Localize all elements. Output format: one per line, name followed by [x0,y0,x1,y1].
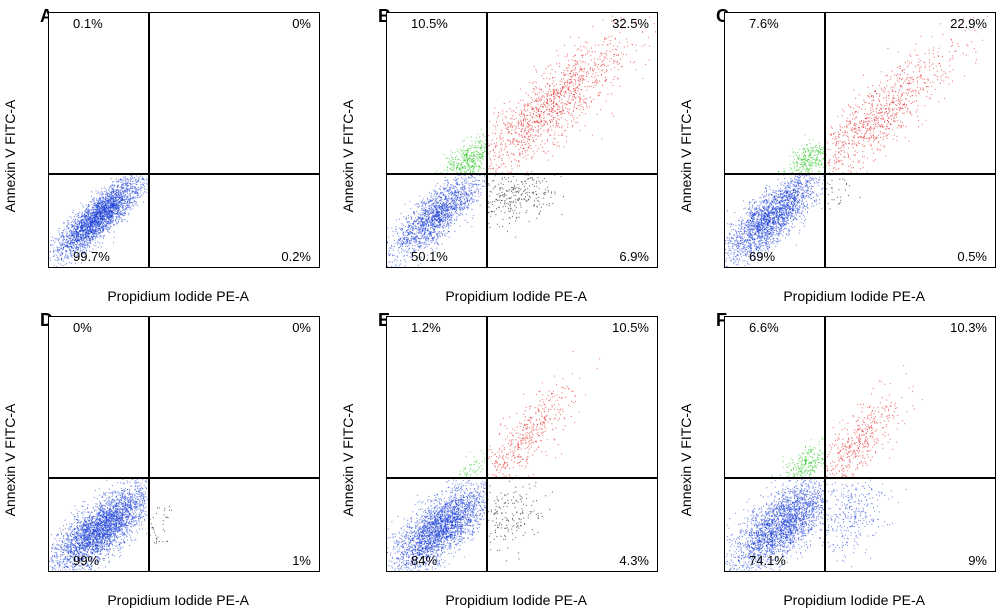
quadrant-pct-q3_lower_left: 50.1% [409,249,450,264]
quadrant-pct-q1_upper_right: 0% [290,16,313,31]
scatter-points-canvas [49,13,319,267]
scatter-points-canvas [49,317,319,571]
panel-F: FAnnexin V FITC-APropidium Iodide PE-A6.… [680,310,1000,610]
panel-D: DAnnexin V FITC-APropidium Iodide PE-A0%… [4,310,324,610]
scatter-plot: 6.6%10.3%74.1%9%102102103103104104105105 [724,316,996,572]
quadrant-hline [725,477,995,479]
quadrant-hline [49,173,319,175]
quadrant-pct-q4_lower_right: 6.9% [617,249,651,264]
quadrant-pct-q2_upper_left: 0.1% [71,16,105,31]
panel-E: EAnnexin V FITC-APropidium Iodide PE-A1.… [342,310,662,610]
scatter-plot: 1.2%10.5%84%4.3%102102103103104104105105 [386,316,658,572]
quadrant-pct-q3_lower_left: 99.7% [71,249,112,264]
scatter-points-canvas [725,13,995,267]
quadrant-pct-q3_lower_left: 69% [747,249,777,264]
y-axis-label: Annexin V FITC-A [2,404,18,517]
y-axis-label: Annexin V FITC-A [2,100,18,213]
quadrant-pct-q3_lower_left: 99% [71,553,101,568]
quadrant-pct-q2_upper_left: 0% [71,320,94,335]
scatter-plot: 0%0%99%1%102102103103104104105105 [48,316,320,572]
quadrant-vline [486,317,488,571]
scatter-points-canvas [387,317,657,571]
quadrant-vline [148,317,150,571]
y-axis-label: Annexin V FITC-A [678,100,694,213]
x-axis-label: Propidium Iodide PE-A [783,288,925,304]
quadrant-vline [486,13,488,267]
scatter-points-canvas [387,13,657,267]
scatter-points-canvas [725,317,995,571]
quadrant-vline [148,13,150,267]
panel-C: CAnnexin V FITC-APropidium Iodide PE-A7.… [680,6,1000,306]
figure-grid: AAnnexin V FITC-APropidium Iodide PE-A0.… [4,6,1000,610]
quadrant-pct-q3_lower_left: 74.1% [747,553,788,568]
panel-A: AAnnexin V FITC-APropidium Iodide PE-A0.… [4,6,324,306]
quadrant-pct-q2_upper_left: 1.2% [409,320,443,335]
quadrant-hline [49,477,319,479]
x-axis-label: Propidium Iodide PE-A [783,592,925,608]
quadrant-pct-q1_upper_right: 32.5% [610,16,651,31]
quadrant-pct-q1_upper_right: 10.3% [948,320,989,335]
x-axis-label: Propidium Iodide PE-A [107,592,249,608]
quadrant-pct-q4_lower_right: 1% [290,553,313,568]
quadrant-hline [387,477,657,479]
quadrant-pct-q1_upper_right: 10.5% [610,320,651,335]
panel-B: BAnnexin V FITC-APropidium Iodide PE-A10… [342,6,662,306]
quadrant-pct-q1_upper_right: 0% [290,320,313,335]
scatter-plot: 10.5%32.5%50.1%6.9%102102103103104104105… [386,12,658,268]
quadrant-hline [387,173,657,175]
quadrant-hline [725,173,995,175]
y-axis-label: Annexin V FITC-A [340,404,356,517]
x-axis-label: Propidium Iodide PE-A [445,288,587,304]
quadrant-pct-q2_upper_left: 7.6% [747,16,781,31]
y-axis-label: Annexin V FITC-A [340,100,356,213]
quadrant-pct-q2_upper_left: 6.6% [747,320,781,335]
quadrant-pct-q3_lower_left: 84% [409,553,439,568]
scatter-plot: 0.1%0%99.7%0.2%102102103103104104105105 [48,12,320,268]
quadrant-pct-q1_upper_right: 22.9% [948,16,989,31]
x-axis-label: Propidium Iodide PE-A [107,288,249,304]
quadrant-vline [824,13,826,267]
quadrant-pct-q4_lower_right: 9% [966,553,989,568]
y-axis-label: Annexin V FITC-A [678,404,694,517]
x-axis-label: Propidium Iodide PE-A [445,592,587,608]
quadrant-vline [824,317,826,571]
quadrant-pct-q4_lower_right: 0.5% [955,249,989,264]
quadrant-pct-q2_upper_left: 10.5% [409,16,450,31]
quadrant-pct-q4_lower_right: 4.3% [617,553,651,568]
scatter-plot: 7.6%22.9%69%0.5%102102103103104104105105 [724,12,996,268]
quadrant-pct-q4_lower_right: 0.2% [279,249,313,264]
